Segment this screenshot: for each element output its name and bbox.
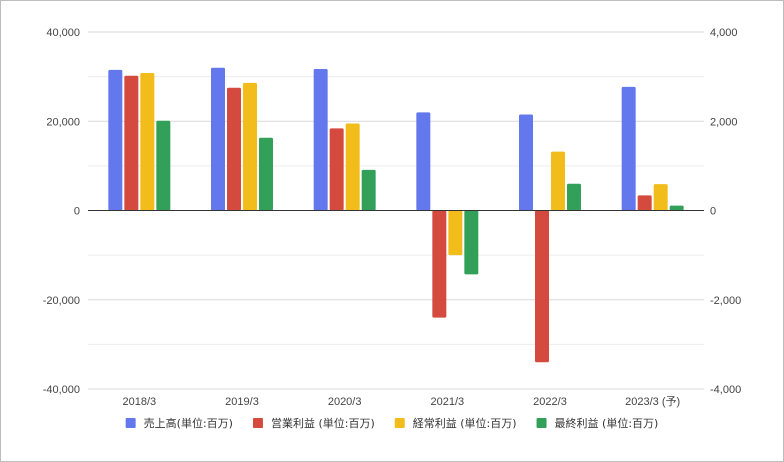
bar — [653, 184, 668, 211]
legend-swatch — [252, 418, 263, 428]
bar — [669, 205, 684, 211]
bar — [567, 183, 581, 211]
legend-swatch — [394, 418, 405, 428]
bar — [448, 210, 463, 256]
bar — [211, 67, 225, 211]
legend-swatch — [125, 418, 136, 428]
y-left-tick-label: 0 — [74, 206, 80, 218]
y-left-tick-label: -20,000 — [43, 295, 80, 307]
bar — [259, 137, 273, 211]
bar — [551, 151, 565, 211]
y-left-tick-label: -40,000 — [43, 384, 80, 396]
legend-swatch — [536, 418, 547, 428]
bar — [124, 75, 139, 211]
x-tick-label: 2021/3 — [431, 396, 465, 408]
bar — [108, 69, 123, 211]
legend-label: 営業利益 (単位:百万) — [271, 416, 375, 430]
x-tick-label: 2018/3 — [123, 396, 157, 408]
legend-label: 最終利益 (単位:百万) — [555, 416, 659, 430]
bar — [519, 114, 533, 211]
bar — [140, 73, 155, 211]
bar — [243, 82, 257, 211]
y-right-tick-label: 0 — [710, 206, 716, 218]
y-right-tick-label: -2,000 — [710, 295, 741, 307]
bar — [227, 87, 241, 211]
y-left-tick-label: 40,000 — [46, 27, 80, 39]
bar — [329, 128, 344, 211]
bar — [637, 195, 652, 211]
bar — [535, 210, 549, 363]
x-tick-label: 2019/3 — [225, 396, 259, 408]
legend-label: 売上高(単位:百万) — [144, 416, 233, 430]
bar — [313, 69, 328, 211]
bar — [416, 112, 431, 211]
bar — [156, 120, 171, 211]
y-right-tick-label: 2,000 — [710, 116, 738, 128]
bar — [464, 210, 479, 275]
bar — [432, 210, 447, 318]
x-tick-label: 2022/3 — [533, 396, 567, 408]
y-right-tick-label: 4,000 — [710, 27, 738, 39]
legend-label: 経常利益 (単位:百万) — [413, 416, 517, 430]
y-right-tick-label: -4,000 — [710, 384, 741, 396]
bar — [621, 86, 636, 211]
x-tick-label: 2020/3 — [328, 396, 362, 408]
x-tick-label: 2023/3 (予) — [625, 395, 680, 408]
bar — [345, 123, 360, 211]
bar — [361, 169, 376, 211]
y-left-tick-label: 20,000 — [46, 116, 80, 128]
